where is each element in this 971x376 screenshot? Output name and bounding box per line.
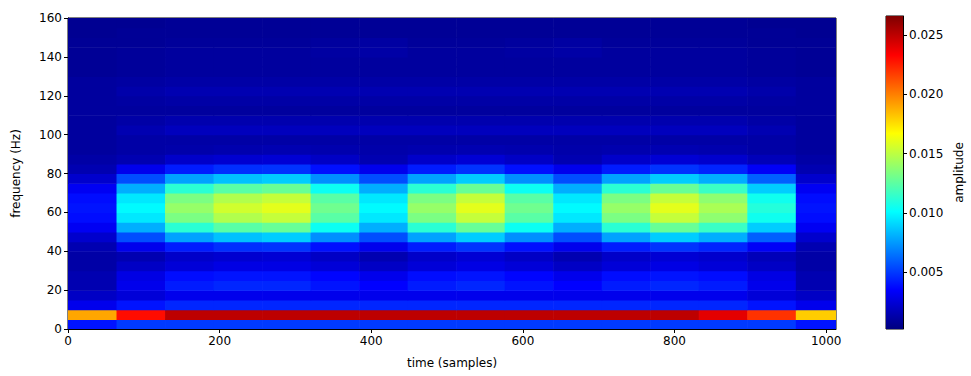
svg-text:1000: 1000: [811, 334, 842, 348]
svg-text:time (samples): time (samples): [407, 356, 497, 370]
svg-text:600: 600: [511, 334, 534, 348]
svg-text:800: 800: [663, 334, 686, 348]
svg-text:0.020: 0.020: [909, 87, 943, 101]
svg-text:60: 60: [47, 205, 62, 219]
svg-text:amplitude: amplitude: [952, 142, 966, 203]
svg-text:200: 200: [208, 334, 231, 348]
svg-text:frequency (Hz): frequency (Hz): [9, 129, 23, 218]
svg-text:0: 0: [54, 322, 62, 336]
svg-text:0.005: 0.005: [909, 265, 943, 279]
svg-text:0.015: 0.015: [909, 147, 943, 161]
svg-text:20: 20: [47, 283, 62, 297]
svg-text:0.025: 0.025: [909, 28, 943, 42]
svg-text:120: 120: [39, 89, 62, 103]
svg-text:160: 160: [39, 11, 62, 25]
svg-text:80: 80: [47, 167, 62, 181]
svg-text:100: 100: [39, 128, 62, 142]
svg-text:0: 0: [64, 334, 72, 348]
svg-text:40: 40: [47, 244, 62, 258]
svg-text:0.010: 0.010: [909, 206, 943, 220]
svg-text:400: 400: [360, 334, 383, 348]
svg-text:140: 140: [39, 50, 62, 64]
